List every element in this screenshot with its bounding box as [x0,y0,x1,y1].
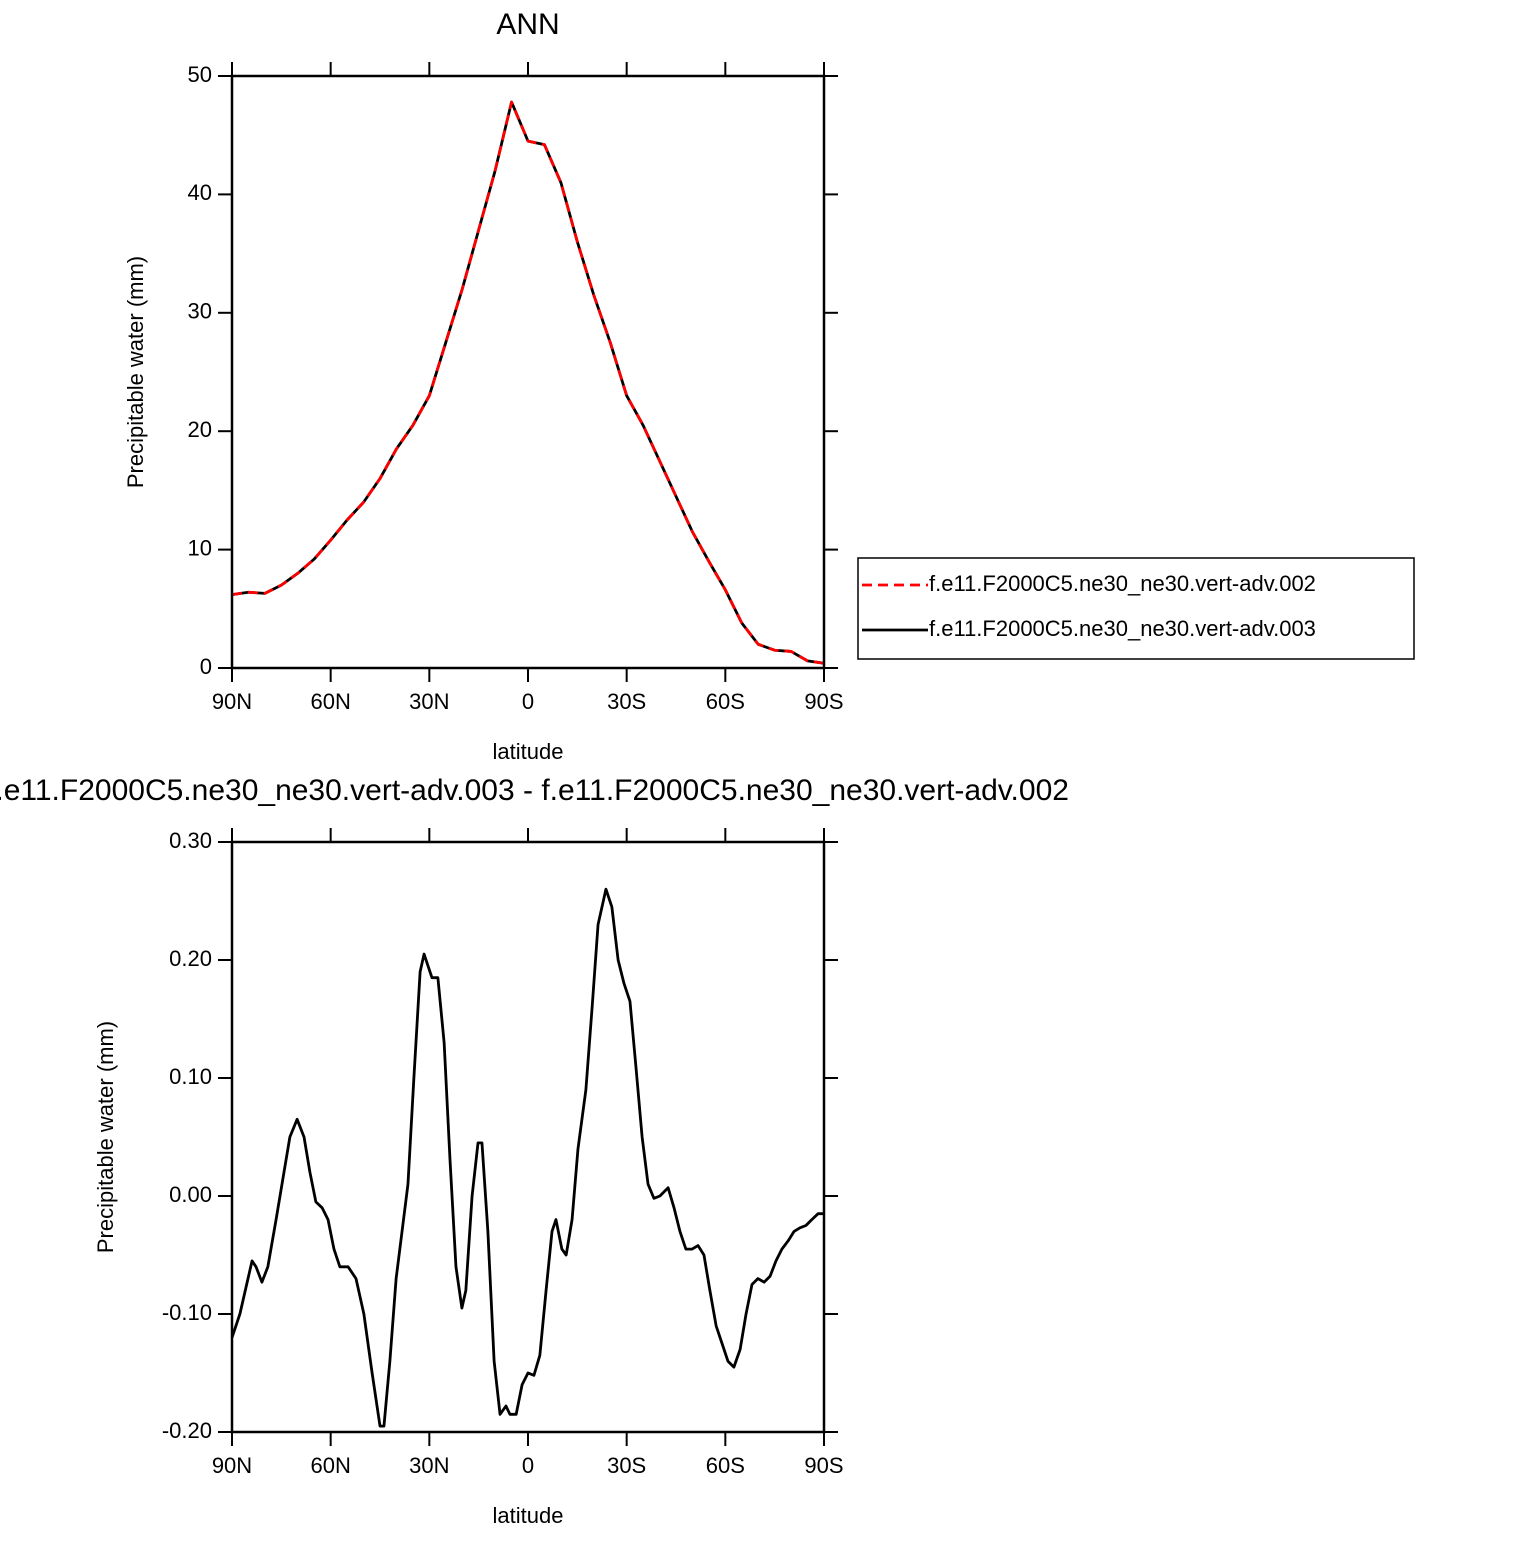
x-tick-label: 60S [706,1453,745,1478]
y-tick-label: 0 [200,654,212,679]
plot-frame [230,74,826,670]
y-tick-label: 0.20 [169,946,212,971]
x-tick-label: 90S [804,1453,843,1478]
series-line [231,100,825,665]
y-tick-label: 0.30 [169,828,212,853]
x-tick-label: 90N [212,1453,252,1478]
legend-label: f.e11.F2000C5.ne30_ne30.vert-adv.002 [929,571,1316,596]
x-tick-label: 0 [522,689,534,714]
x-tick-label: 60N [310,689,350,714]
x-tick-label: 0 [522,1453,534,1478]
y-tick-label: 40 [188,180,212,205]
chart-title: ANN [496,8,559,41]
y-tick-label: 30 [188,299,212,324]
x-tick-label: 30S [607,689,646,714]
x-tick-label: 30N [409,689,449,714]
plot-frame [230,840,826,1434]
data-line [230,887,824,1428]
x-tick-label: 60N [310,1453,350,1478]
y-axis-label: Precipitable water (mm) [123,256,148,488]
x-axis-label: latitude [493,1503,564,1528]
x-tick-label: 90S [804,689,843,714]
y-tick-label: 0.10 [169,1064,212,1089]
x-axis-label: latitude [493,739,564,764]
y-tick-label: 20 [188,417,212,442]
y-tick-label: -0.10 [162,1300,212,1325]
x-tick-label: 30N [409,1453,449,1478]
chart-title: f.e11.F2000C5.ne30_ne30.vert-adv.003 - f… [0,774,1069,807]
y-tick-label: 0.00 [169,1182,212,1207]
y-tick-label: -0.20 [162,1418,212,1443]
x-tick-label: 90N [212,689,252,714]
legend-box [857,557,1415,660]
series-line [231,100,825,665]
x-tick-label: 60S [706,689,745,714]
y-tick-label: 10 [188,535,212,560]
y-tick-label: 50 [188,62,212,87]
legend-label: f.e11.F2000C5.ne30_ne30.vert-adv.003 [929,616,1316,641]
x-tick-label: 30S [607,1453,646,1478]
y-axis-label: Precipitable water (mm) [93,1021,118,1253]
